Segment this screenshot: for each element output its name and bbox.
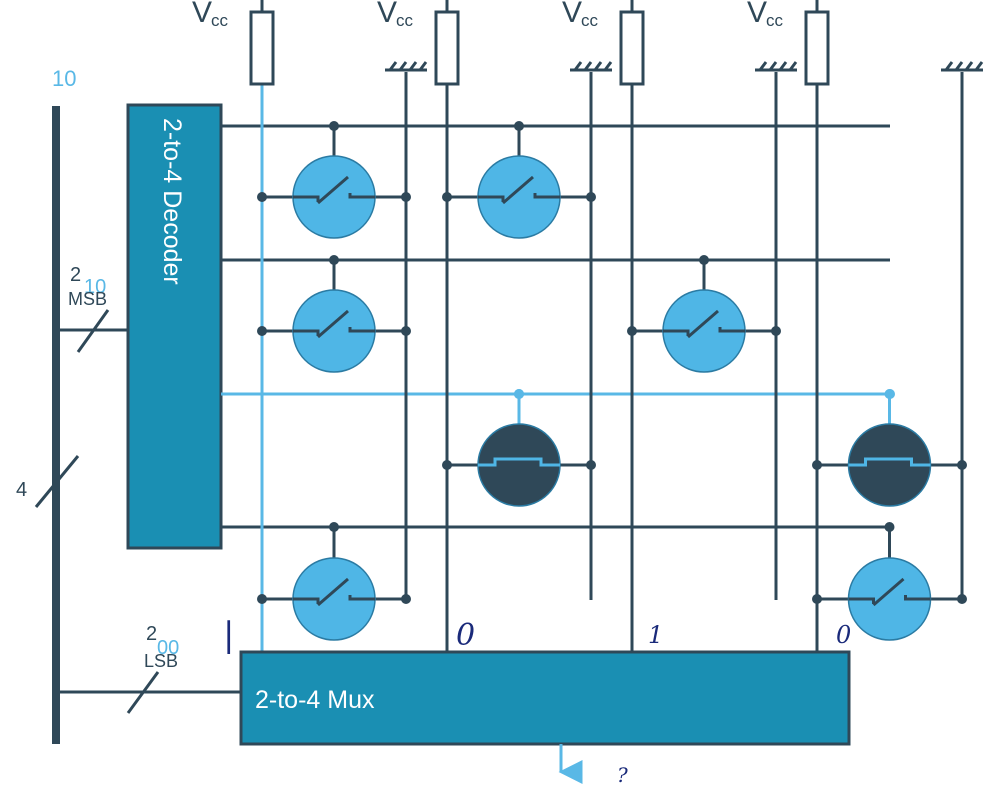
mux-block — [239, 650, 851, 746]
column-annotation-3: 0 — [836, 621, 851, 649]
vcc-subscript: cc — [581, 11, 599, 30]
junction-dot — [401, 594, 411, 604]
memory-cell-r3-c0 — [257, 522, 411, 641]
pullup-resistor-1: V cc — [377, 0, 460, 86]
vcc-label: V — [192, 0, 212, 29]
vcc-label: V — [377, 0, 397, 29]
junction-dot — [812, 594, 822, 604]
vcc-subscript: cc — [396, 11, 414, 30]
vcc-label: V — [562, 0, 582, 29]
lsb-overlay: 00 — [157, 637, 179, 659]
lsb-width: 2 — [146, 623, 157, 645]
ground-icon — [755, 61, 798, 72]
switch-icon — [663, 309, 745, 339]
decoder-block — [126, 103, 223, 550]
junction-dot — [957, 460, 967, 470]
pulse-icon — [848, 457, 931, 467]
switch-icon — [848, 577, 931, 607]
memory-cell-r0-c1 — [442, 121, 596, 239]
column-annotation-2: 1 — [648, 621, 663, 649]
junction-dot — [401, 192, 411, 202]
pullup-resistor-3: V cc — [747, 0, 830, 86]
decoder-label: 2-to-4 Decoder — [158, 118, 186, 285]
memory-cell-r2-c1 — [442, 389, 596, 507]
mux-output-label: ? — [617, 763, 628, 785]
junction-dot — [442, 192, 452, 202]
junction-dot — [586, 460, 596, 470]
junction-dot — [627, 326, 637, 336]
vcc-subscript: cc — [766, 11, 784, 30]
junction-dot — [257, 594, 267, 604]
pulse-icon — [478, 457, 560, 467]
switch-icon — [293, 309, 375, 339]
bus-width-label: 4 — [16, 479, 27, 501]
memory-cell-r3-c3 — [812, 522, 967, 641]
address-value: 10 — [52, 66, 76, 91]
switch-icon — [293, 577, 375, 607]
switch-icon — [293, 175, 375, 205]
junction-dot — [957, 594, 967, 604]
junction-dot — [884, 522, 895, 532]
junction-dot — [699, 255, 709, 265]
ground-icon — [570, 61, 613, 72]
ground-icon — [941, 61, 984, 72]
pullup-resistor-0: V cc — [192, 0, 275, 86]
junction-dot — [401, 326, 411, 336]
junction-dot — [885, 389, 895, 399]
msb-slash — [76, 309, 110, 353]
junction-dot — [329, 121, 339, 131]
msb-overlay: 10 — [84, 276, 106, 298]
junction-dot — [586, 192, 596, 202]
memory-cell-r1-c2 — [627, 255, 781, 373]
lsb-label: LSB — [144, 651, 178, 671]
bus-width-slash — [34, 455, 80, 508]
memory-cell-r2-c3 — [812, 389, 967, 507]
column-annotation-1: 0 — [456, 618, 475, 653]
junction-dot — [812, 460, 822, 470]
msb-label: MSB — [68, 289, 107, 309]
junction-dot — [329, 255, 339, 265]
junction-dot — [329, 522, 339, 532]
msb-width: 2 — [70, 264, 81, 286]
switch-icon — [478, 175, 560, 205]
junction-dot — [771, 326, 781, 336]
junction-dot — [257, 192, 267, 202]
memory-cell-r0-c0 — [257, 121, 411, 239]
memory-cell-r1-c0 — [257, 255, 411, 373]
mux-label: 2-to-4 Mux — [255, 686, 375, 714]
column-annotation-0: | — [223, 615, 234, 655]
lsb-slash — [126, 671, 160, 714]
ground-icon — [385, 61, 428, 72]
junction-dot — [514, 121, 524, 131]
junction-dot — [442, 460, 452, 470]
vcc-subscript: cc — [211, 11, 229, 30]
junction-dot — [257, 326, 267, 336]
vcc-label: V — [747, 0, 767, 29]
memory-cells — [257, 121, 967, 641]
pullup-resistor-2: V cc — [562, 0, 645, 86]
junction-dot — [514, 389, 524, 399]
